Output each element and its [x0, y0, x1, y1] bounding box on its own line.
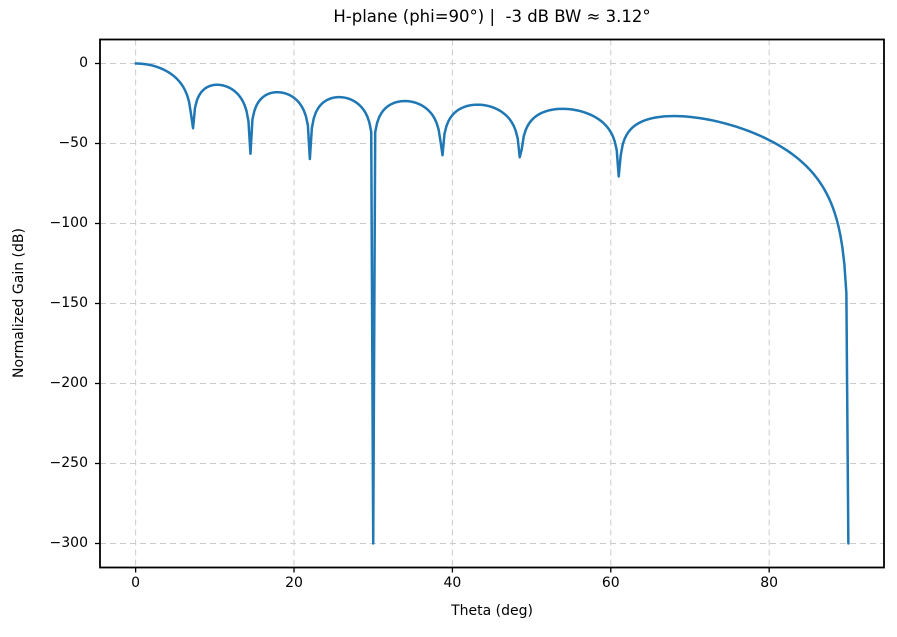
y-tick-label: −50 — [58, 135, 88, 151]
y-tick-label: −100 — [49, 215, 88, 231]
y-axis-label: Normalized Gain (dB) — [11, 228, 27, 378]
y-tick-label: −300 — [49, 535, 88, 551]
x-tick-label: 60 — [601, 575, 620, 591]
y-tick-label: 0 — [79, 55, 88, 71]
x-tick-label: 20 — [285, 575, 303, 591]
tick-marks — [95, 62, 770, 573]
x-tick-label: 40 — [443, 575, 462, 591]
grid-lines — [100, 39, 884, 568]
gain-curve — [134, 62, 850, 545]
axes-spines — [99, 38, 885, 569]
y-tick-label: −250 — [49, 455, 88, 471]
chart-title: H-plane (phi=90°) | -3 dB BW ≈ 3.12° — [333, 7, 651, 26]
y-tick-label: −200 — [49, 375, 88, 391]
y-tick-label: −150 — [49, 295, 88, 311]
x-tick-label: 0 — [131, 575, 141, 591]
x-tick-label: 80 — [760, 575, 779, 591]
x-axis-label: Theta (deg) — [451, 603, 533, 619]
